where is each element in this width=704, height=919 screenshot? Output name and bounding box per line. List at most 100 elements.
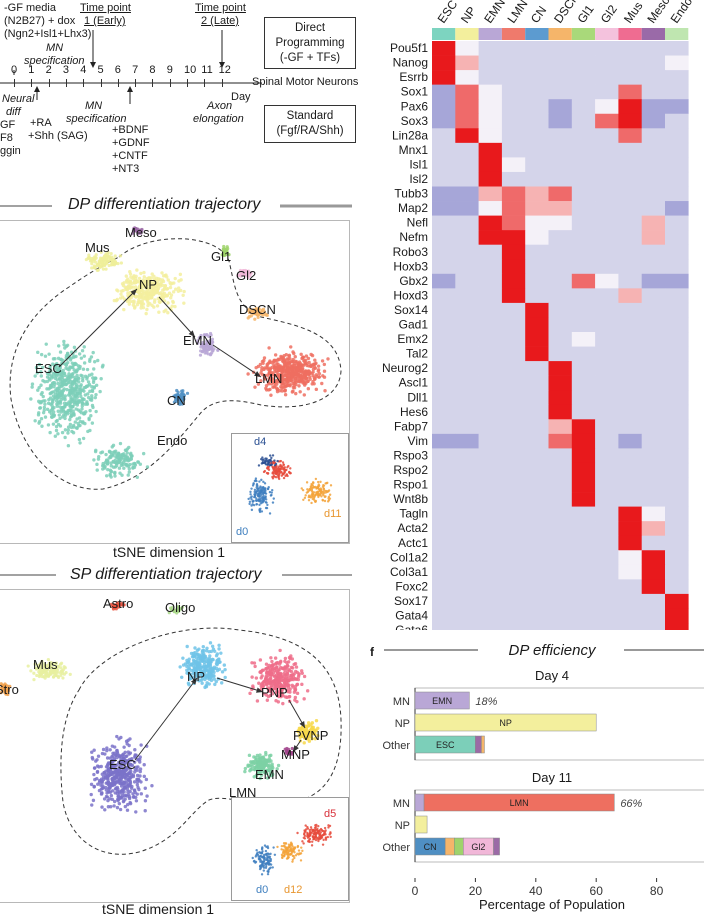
heatmap-cell (548, 288, 573, 304)
heatmap-cell (595, 288, 619, 304)
heatmap-cell (595, 433, 619, 449)
heatmap-cell (618, 477, 642, 493)
day-tick-label: 8 (149, 64, 156, 76)
eff-bar-segment (414, 713, 597, 732)
heatmap-cell (618, 84, 642, 100)
dp-label-endo: Endo (157, 433, 188, 448)
eff-bar-segment (414, 793, 425, 812)
dp-inset-d0 (247, 477, 275, 515)
heatmap-row-label: Tal2 (406, 347, 428, 361)
dp-xaxis-label: tSNE dimension 1 (113, 544, 226, 560)
sp-scatter (0, 601, 342, 855)
heatmap-cell (571, 390, 596, 406)
eff-title: DP efficiency (509, 642, 597, 659)
heatmap-cell (455, 142, 479, 158)
heatmap-cell (641, 564, 666, 580)
heatmap-cell (548, 346, 573, 362)
heatmap-cell (432, 390, 456, 406)
heatmap-cell (432, 419, 456, 435)
heatmap-cell (455, 317, 479, 333)
heatmap-cell (455, 390, 479, 406)
heatmap-cell (501, 593, 526, 609)
heatmap-cell (665, 375, 689, 391)
heatmap-cell (455, 375, 479, 391)
heatmap-cell (665, 361, 689, 376)
eff-xtick-label: 60 (590, 884, 604, 898)
heatmap-cell (548, 361, 573, 376)
eff-segment-label: CN (424, 842, 437, 852)
heatmap-cell (618, 230, 642, 245)
heatmap-cell (525, 419, 549, 435)
eff-row-label: MN (393, 696, 410, 708)
heatmap-cell (501, 259, 526, 275)
heatmap-row-label: Sox3 (401, 114, 429, 128)
heatmap-cell (501, 99, 526, 115)
dp-arrow-emn-lmn-head (254, 371, 261, 377)
heatmap-row-label: Robo3 (393, 245, 429, 259)
heatmap-cell (478, 171, 503, 187)
heatmap-cell (595, 550, 619, 566)
sp-inset-d0: d0 (256, 884, 269, 896)
heatmap-row-label: Nanog (393, 56, 428, 70)
heatmap-cell (571, 288, 596, 304)
heatmap-cell (665, 244, 689, 260)
media-line-1: -GF media (4, 2, 56, 14)
heatmap-cell (571, 55, 596, 71)
heatmap-cell (595, 506, 619, 522)
sp-panel-title: SP differentiation trajectory (70, 566, 262, 583)
heatmap-row-label: Emx2 (397, 332, 428, 346)
heatmap-cell (595, 404, 619, 420)
heatmap-cell (595, 259, 619, 275)
eff-annotation: 18% (475, 696, 497, 708)
heatmap-cell (641, 99, 666, 115)
eff-row-label: NP (395, 718, 410, 730)
heatmap-cell (571, 84, 596, 100)
heatmap-cell (665, 419, 689, 435)
dp-arrow-np-emn (158, 296, 196, 338)
heatmap-cell (501, 201, 526, 216)
heatmap-cell (641, 317, 666, 333)
sp-title-rule (0, 574, 352, 576)
heatmap-cell (595, 302, 619, 318)
dp-esc-cloud-tail (92, 441, 150, 479)
heatmap-col-label: LMN (505, 0, 531, 26)
heatmap-cell (501, 244, 526, 260)
dp-scatter (9, 226, 342, 490)
heatmap-cell (618, 55, 642, 71)
eff-row-label: NP (395, 820, 410, 832)
heatmap-cell (548, 623, 573, 630)
day-tick-mark (117, 79, 119, 87)
heatmap-cell (525, 506, 549, 522)
heatmap-cell (548, 244, 573, 260)
heatmap-cell (595, 419, 619, 435)
heatmap-cell (618, 288, 642, 304)
heatmap-cell (455, 128, 479, 144)
heatmap-row-label: Nefl (407, 216, 428, 230)
heatmap-cell (455, 230, 479, 245)
heatmap-cell (665, 142, 689, 158)
heatmap-cell (618, 171, 642, 187)
eff-row-label: Other (382, 842, 410, 854)
heatmap-cell (618, 302, 642, 318)
heatmap-cell (571, 419, 596, 435)
heatmap-cell (618, 521, 642, 536)
heatmap-cell (525, 70, 549, 85)
heatmap-cell (432, 259, 456, 275)
heatmap-cell (665, 535, 689, 551)
heatmap-cell (455, 302, 479, 318)
heatmap-cell (478, 317, 503, 333)
heatmap-cell (432, 186, 456, 202)
heatmap-cell (478, 84, 503, 100)
heatmap-cell (455, 564, 479, 580)
sp-label-emn: EMN (255, 767, 284, 782)
heatmap-cell (525, 201, 549, 216)
heatmap-cell (432, 346, 456, 362)
heatmap-cell (665, 623, 689, 630)
heatmap-cell (641, 113, 666, 129)
heatmap-cell (618, 535, 642, 551)
heatmap-cell (455, 113, 479, 129)
heatmap-cell (501, 230, 526, 245)
heatmap-row-label: Hes6 (400, 405, 428, 419)
heatmap-cell (595, 375, 619, 391)
